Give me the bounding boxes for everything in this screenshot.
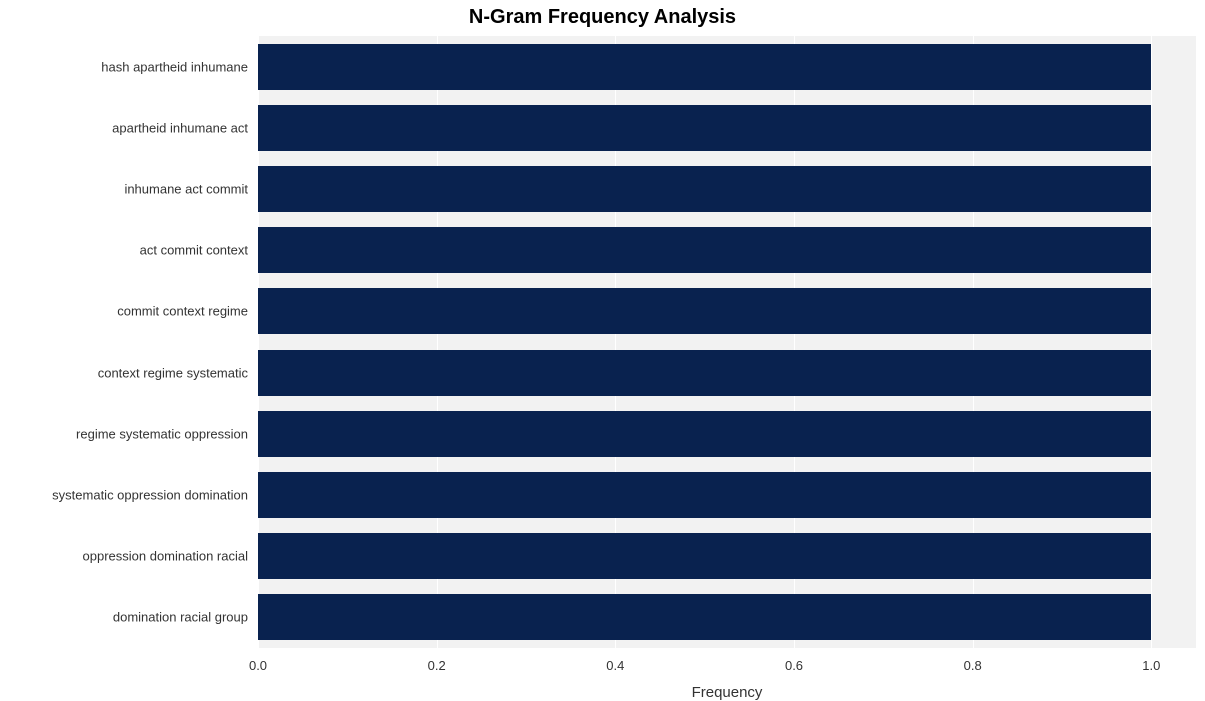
chart-title: N-Gram Frequency Analysis <box>0 6 1205 29</box>
bar-row <box>258 105 1196 151</box>
bar-row <box>258 350 1196 396</box>
bar-row <box>258 227 1196 273</box>
x-tick-label: 0.6 <box>785 658 803 673</box>
bar <box>258 411 1151 457</box>
bar <box>258 44 1151 90</box>
bar <box>258 594 1151 640</box>
y-tick-label: inhumane act commit <box>124 182 248 197</box>
y-tick-label: domination racial group <box>113 610 248 625</box>
y-tick-label: systematic oppression domination <box>52 488 248 503</box>
x-tick-label: 1.0 <box>1142 658 1160 673</box>
x-tick-label: 0.2 <box>428 658 446 673</box>
y-tick-label: oppression domination racial <box>83 549 248 564</box>
y-tick-label: apartheid inhumane act <box>112 120 248 135</box>
bar-row <box>258 411 1196 457</box>
y-tick-label: act commit context <box>140 243 248 258</box>
chart-container: N-Gram Frequency Analysis hash apartheid… <box>0 0 1205 701</box>
bar-row <box>258 533 1196 579</box>
bar <box>258 288 1151 334</box>
plot-inner: hash apartheid inhumaneapartheid inhuman… <box>258 36 1196 648</box>
x-tick-label: 0.4 <box>606 658 624 673</box>
bar-row <box>258 288 1196 334</box>
bar <box>258 227 1151 273</box>
y-tick-label: commit context regime <box>117 304 248 319</box>
bar <box>258 105 1151 151</box>
y-tick-label: regime systematic oppression <box>76 426 248 441</box>
bar-row <box>258 44 1196 90</box>
x-tick-label: 0.0 <box>249 658 267 673</box>
plot-area: hash apartheid inhumaneapartheid inhuman… <box>258 36 1196 648</box>
bar <box>258 166 1151 212</box>
bar-row <box>258 472 1196 518</box>
y-tick-label: hash apartheid inhumane <box>101 59 248 74</box>
bar-row <box>258 594 1196 640</box>
bar <box>258 350 1151 396</box>
x-axis-label: Frequency <box>258 684 1196 701</box>
y-tick-label: context regime systematic <box>98 365 248 380</box>
x-tick-label: 0.8 <box>964 658 982 673</box>
bar-row <box>258 166 1196 212</box>
bar <box>258 472 1151 518</box>
bar <box>258 533 1151 579</box>
